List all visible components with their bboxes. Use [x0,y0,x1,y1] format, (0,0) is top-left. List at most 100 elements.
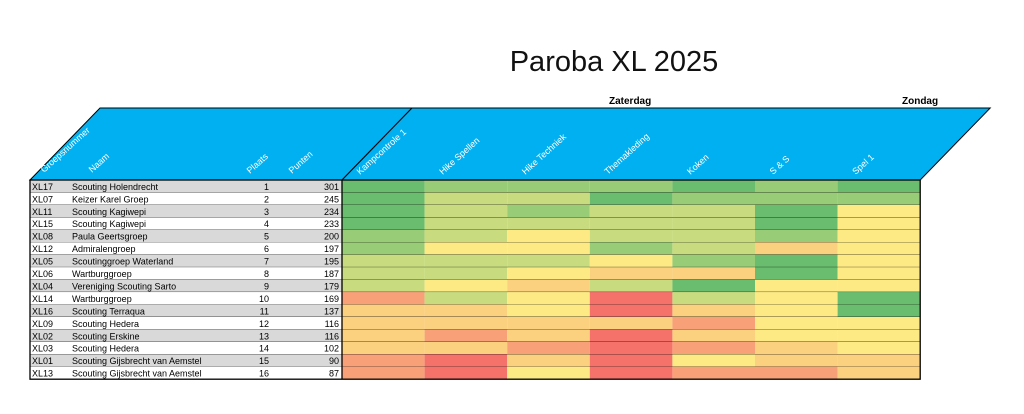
group-id: XL11 [32,207,52,217]
group-name: Paula Geertsgroep [72,232,148,242]
heat-cell [837,204,921,218]
group-name: Scoutinggroep Waterland [72,257,173,267]
table-row: XL13 Scouting Gijsbrecht van Aemstel 16 87 [30,366,921,380]
group-place: 5 [264,232,269,242]
group-points: 187 [324,269,339,279]
heat-cell [424,366,508,380]
group-place: 6 [264,244,269,254]
heat-cell [589,204,673,218]
heat-cell [755,354,838,367]
heat-cell [755,292,838,305]
heat-cell [507,267,590,280]
heat-cell [755,204,838,218]
group-place: 10 [259,294,269,304]
heat-cell [672,217,755,230]
heat-cell [755,217,838,230]
heat-cell [589,329,673,342]
group-points: 169 [324,294,339,304]
heat-cell [507,316,590,330]
row-background [30,217,342,230]
title-area: Paroba XL 2025 [0,0,1024,90]
group-name: Wartburggroep [72,269,132,279]
heat-cell [424,254,508,268]
heat-cell [342,242,425,255]
heat-cell [507,217,590,230]
group-name: Vereniging Scouting Sarto [72,281,176,291]
heat-cell [424,354,508,367]
group-name: Scouting Holendrecht [72,182,159,192]
heat-cell [507,180,590,193]
heat-cell [837,192,921,205]
heat-cell [589,279,673,293]
group-points: 197 [324,244,339,254]
group-points: 233 [324,219,339,229]
heat-cell [589,292,673,305]
group-place: 16 [259,369,269,379]
group-points: 200 [324,232,339,242]
heat-cell [342,292,425,305]
heat-cell [589,304,673,317]
heat-cell [424,329,508,342]
heat-cell [342,204,425,218]
heat-cell [589,366,673,380]
heat-cell [837,217,921,230]
heat-cell [755,366,838,380]
group-place: 3 [264,207,269,217]
group-place: 15 [259,356,269,366]
heat-cell [589,180,673,193]
heat-cell [507,329,590,342]
table-row: XL16 Scouting Terraqua 11 137 [30,304,921,318]
heat-cell [755,229,838,243]
row-background [30,229,342,243]
heat-cell [755,279,838,293]
table-row: XL08 Paula Geertsgroep 5 200 [30,229,921,243]
heat-cell [507,341,590,355]
heat-cell [589,192,673,205]
group-name: Scouting Hedera [72,319,139,329]
group-name: Admiralengroep [72,244,136,254]
table-row: XL03 Scouting Hedera 14 102 [30,341,921,355]
table-row: XL05 Scoutinggroep Waterland 7 195 [30,254,921,268]
heat-cell [589,341,673,355]
heat-cell [507,354,590,367]
group-points: 137 [324,306,339,316]
row-background [30,354,342,367]
heat-cell [672,254,755,268]
table-row: XL09 Scouting Hedera 12 116 [30,316,921,330]
group-points: 234 [324,207,339,217]
row-background [30,329,342,342]
heat-cell [672,279,755,293]
group-id: XL14 [32,294,53,304]
heat-cell [755,329,838,342]
group-name: Wartburggroep [72,294,132,304]
group-name: Scouting Terraqua [72,306,145,316]
row-background [30,180,342,193]
heat-cell [837,292,921,305]
heat-cell [342,192,425,205]
heat-cell [342,279,425,293]
heat-cell [424,316,508,330]
heat-cell [672,329,755,342]
day-label-saturday: Zaterdag [609,96,652,107]
heat-cell [837,254,921,268]
group-name: Scouting Gijsbrecht van Aemstel [72,356,202,366]
heat-cell [672,204,755,218]
heat-cell [672,316,755,330]
group-points: 90 [329,356,339,366]
row-background [30,316,342,330]
group-name: Scouting Hedera [72,344,139,354]
group-place: 7 [264,257,269,267]
heat-cell [589,254,673,268]
heat-cell [507,254,590,268]
heat-cell [672,180,755,193]
group-points: 245 [324,194,339,204]
heat-cell [424,242,508,255]
heat-cell [837,279,921,293]
heat-cell [837,329,921,342]
table-row: XL04 Vereniging Scouting Sarto 9 179 [30,279,921,293]
heat-cell [342,316,425,330]
heat-cell [342,329,425,342]
heat-cell [672,292,755,305]
heat-cell [507,279,590,293]
heat-cell [837,242,921,255]
